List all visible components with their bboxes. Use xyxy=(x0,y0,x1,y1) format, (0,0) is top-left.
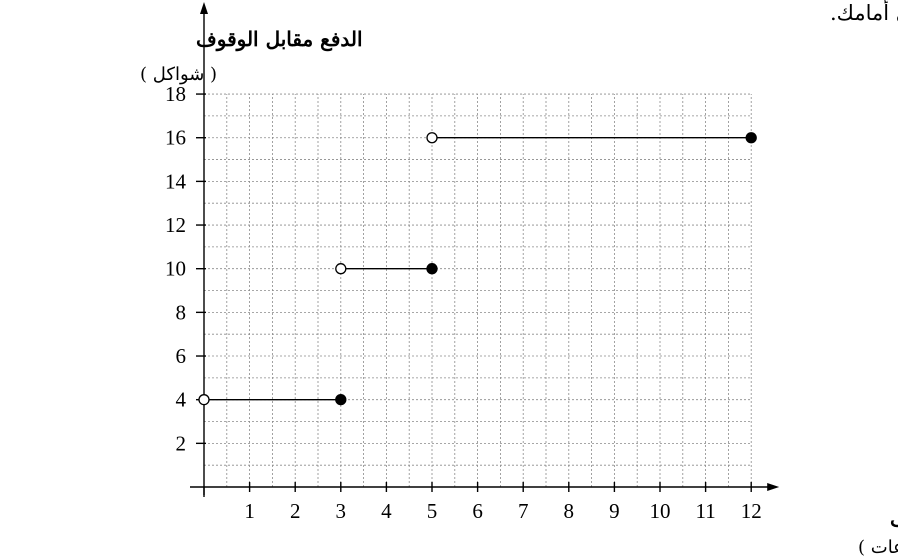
y-axis-unit: ( شواكل ) xyxy=(140,64,217,85)
x-axis-label: مدّة الوقوف xyxy=(890,507,898,532)
x-tick-label: 9 xyxy=(609,499,620,523)
y-tick-label: 6 xyxy=(176,344,187,368)
open-point xyxy=(335,263,347,275)
closed-point xyxy=(745,132,757,144)
y-tick-label: 18 xyxy=(165,82,186,106)
closed-point xyxy=(426,263,438,275)
x-axis-unit: ( ساعات ) xyxy=(858,537,898,558)
x-tick-label: 2 xyxy=(290,499,301,523)
header-text: موصوفة في الرسم البياني الذي أمامك. xyxy=(830,0,898,26)
x-tick-label: 7 xyxy=(518,499,529,523)
x-tick-label: 6 xyxy=(472,499,483,523)
y-tick-label: 2 xyxy=(176,431,187,455)
x-tick-label: 12 xyxy=(741,499,762,523)
x-tick-label: 8 xyxy=(564,499,575,523)
open-point xyxy=(198,394,210,406)
x-tick-label: 11 xyxy=(695,499,715,523)
y-tick-label: 12 xyxy=(165,213,186,237)
y-tick-label: 14 xyxy=(165,169,187,193)
open-point xyxy=(426,132,438,144)
x-tick-label: 4 xyxy=(381,499,392,523)
x-tick-label: 3 xyxy=(336,499,347,523)
y-tick-label: 4 xyxy=(176,388,187,412)
grid xyxy=(204,93,752,487)
y-axis-label: الدفع مقابل الوقوف xyxy=(196,27,363,52)
x-tick-label: 1 xyxy=(244,499,255,523)
series xyxy=(198,132,757,406)
y-axis-arrow xyxy=(200,2,208,14)
x-axis-arrow xyxy=(767,483,780,491)
y-tick-label: 8 xyxy=(176,300,187,324)
axes xyxy=(190,2,780,495)
closed-point xyxy=(335,394,347,406)
x-tick-label: 5 xyxy=(427,499,438,523)
x-tick-label: 10 xyxy=(650,499,671,523)
y-tick-label: 10 xyxy=(165,257,186,281)
y-tick-label: 16 xyxy=(165,126,186,150)
